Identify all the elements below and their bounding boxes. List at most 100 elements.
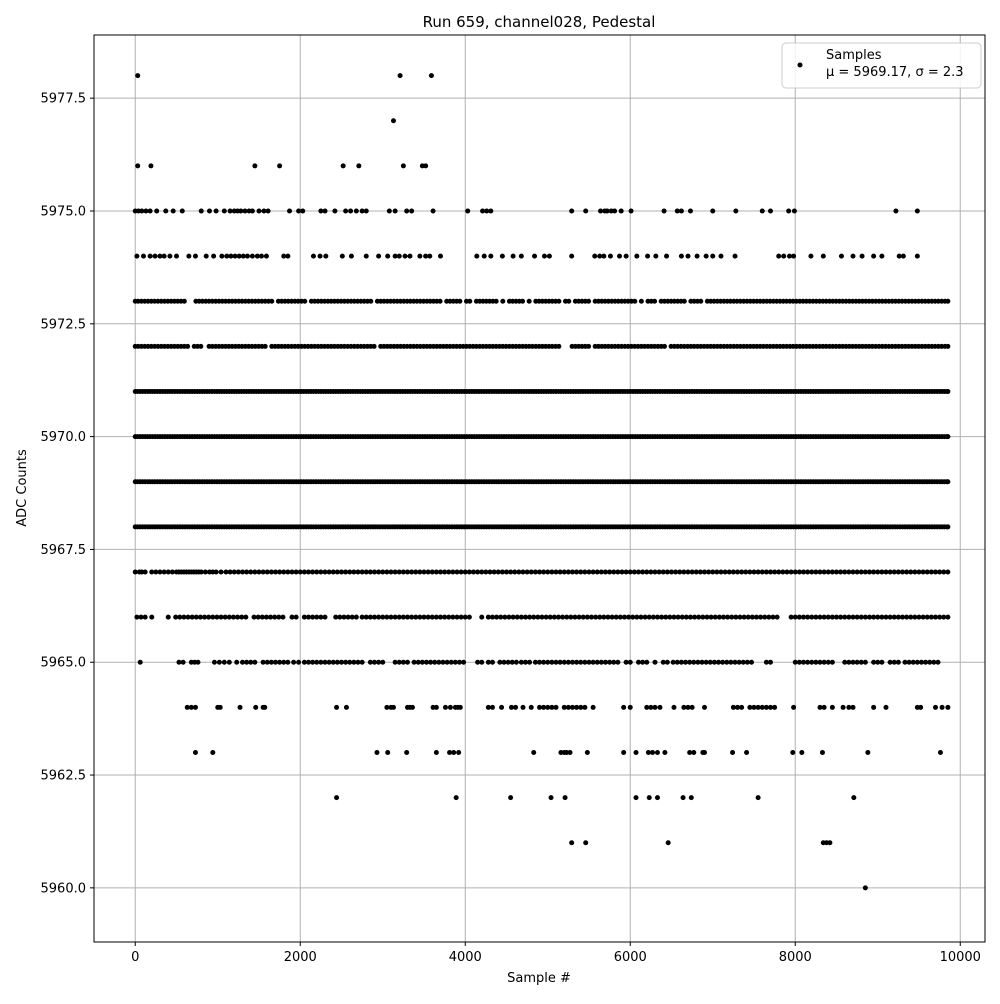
data-point [546,253,552,259]
data-point [135,73,141,79]
chart-title: Run 659, channel028, Pedestal [423,13,656,31]
data-point [423,253,429,259]
data-point [914,659,920,665]
data-point [609,614,615,620]
data-point [792,614,798,620]
data-point [499,569,505,575]
data-point [452,659,458,665]
data-point [590,704,596,710]
data-point [347,659,353,665]
data-point [825,614,831,620]
data-point [139,208,145,214]
legend-series-stats: μ = 5969.17, σ = 2.3 [826,65,964,80]
data-point [665,840,671,846]
x-axis-label: Sample # [507,971,571,986]
data-point [363,208,369,214]
data-point [301,659,307,665]
data-point [902,659,908,665]
data-point [698,298,704,304]
data-point [553,659,559,665]
data-point [458,569,464,575]
data-point [659,614,665,620]
data-point [912,614,918,620]
data-point [834,569,839,575]
data-point [254,253,260,259]
data-point [188,704,194,710]
data-point [669,569,674,575]
data-point [192,253,198,259]
data-point [372,659,377,665]
y-tick-label: 5975.0 [41,204,87,219]
data-point [611,569,617,575]
data-point [749,659,755,665]
data-point [588,614,594,620]
data-point [633,749,639,755]
data-point [927,659,933,665]
data-point [291,659,297,665]
data-point [153,569,159,575]
data-point [850,659,856,665]
data-point [895,569,901,575]
data-point [419,659,425,665]
data-point [763,659,769,665]
data-point [485,659,491,665]
data-point [134,614,140,620]
data-point [805,614,811,620]
data-point [597,253,603,259]
data-point [724,659,730,665]
data-point [586,569,592,575]
data-point [744,749,750,755]
data-point [293,569,299,575]
x-tick-label: 8000 [779,950,812,965]
data-point [739,704,745,710]
data-point [661,208,667,214]
data-point [702,749,707,755]
data-point [590,569,596,575]
data-point [442,704,448,710]
data-point [502,614,508,620]
data-point [697,569,703,575]
data-point [413,614,419,620]
data-point [842,659,848,665]
data-point [728,659,734,665]
data-point [638,298,644,304]
data-point [413,569,419,575]
data-point [945,569,951,575]
data-point [281,253,287,259]
data-point [652,659,658,665]
data-point [376,569,382,575]
data-point [730,704,736,710]
data-point [862,659,868,665]
data-point [623,253,629,259]
data-point [244,569,250,575]
y-tick-label: 5972.5 [41,317,87,332]
data-point [933,614,938,620]
data-point [634,614,640,620]
data-point [700,614,706,620]
data-point [189,614,195,620]
data-point [147,253,153,259]
data-point [444,659,450,665]
data-point [601,614,607,620]
data-point [648,704,654,710]
data-point [343,569,349,575]
data-point [545,569,551,575]
data-point [840,704,846,710]
data-point [702,704,707,710]
data-point [791,704,797,710]
data-point [438,569,443,575]
data-point [248,659,254,665]
data-point [918,659,924,665]
data-point [355,569,361,575]
data-point [243,614,249,620]
data-point [218,569,224,575]
data-point [703,659,709,665]
data-point [759,208,765,214]
data-point [504,569,509,575]
data-point [180,659,186,665]
data-point [628,208,634,214]
data-point [660,569,666,575]
data-point [450,614,456,620]
data-point [261,208,267,214]
